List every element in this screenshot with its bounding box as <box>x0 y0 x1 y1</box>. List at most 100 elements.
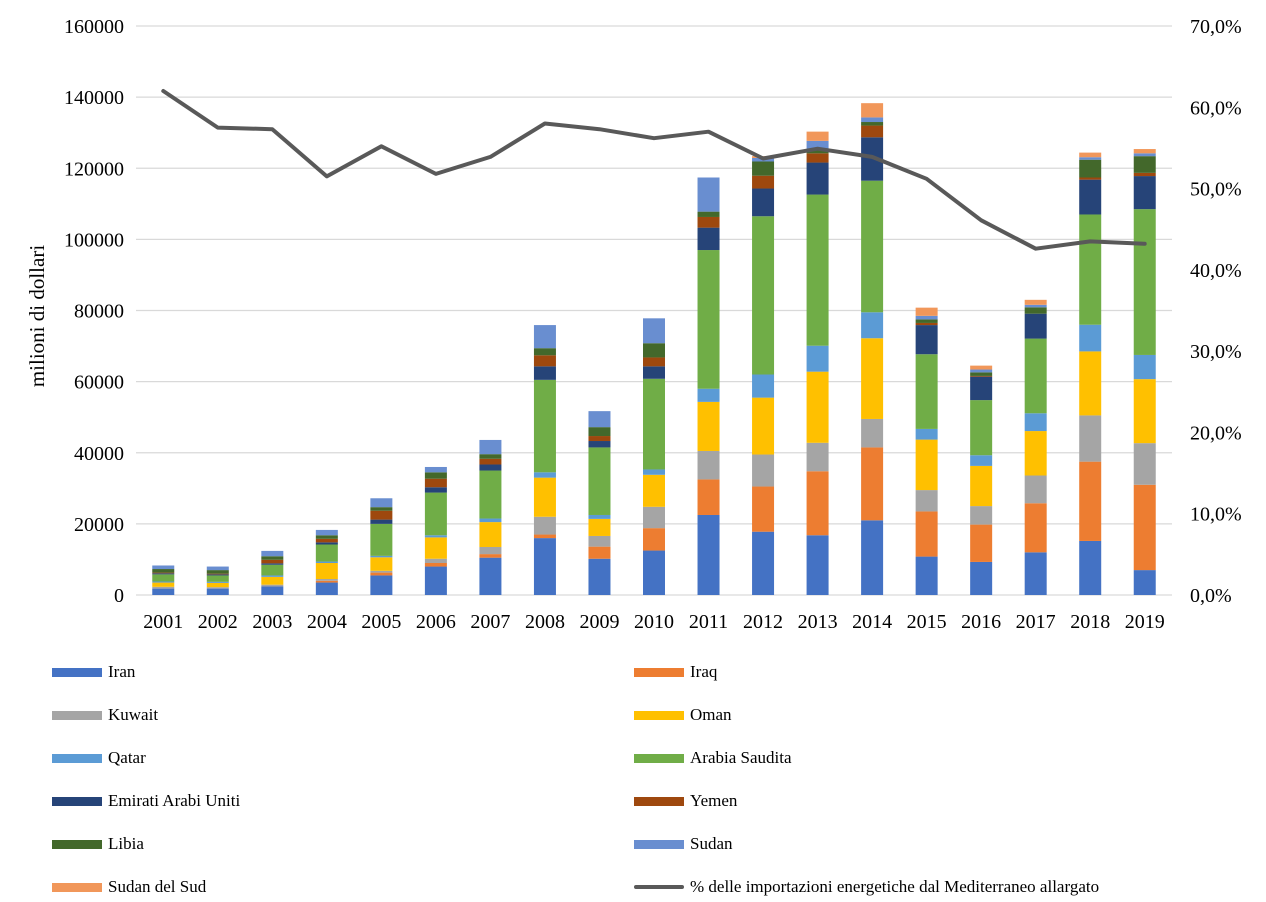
bars <box>152 103 1156 595</box>
bar-segment <box>643 343 665 358</box>
bar-segment <box>1079 351 1102 416</box>
bar-segment <box>861 125 884 138</box>
y-tick-label: 40000 <box>74 443 124 465</box>
bar-segment <box>152 572 175 574</box>
bar-segment <box>1133 570 1156 595</box>
y-tick-label: 160000 <box>64 16 124 38</box>
legend-item: Yemen <box>634 786 737 816</box>
bar-segment <box>752 161 775 176</box>
y2-tick-label: 60,0% <box>1190 97 1242 119</box>
bar-segment <box>752 175 775 189</box>
bar-segment <box>970 465 993 507</box>
bar-segment <box>1079 214 1102 325</box>
x-tick-label: 2007 <box>470 611 510 633</box>
bar-segment <box>1079 157 1102 160</box>
bar-segment <box>861 312 884 339</box>
bar-segment <box>861 338 884 419</box>
bar-segment <box>588 427 611 437</box>
legend-label: Qatar <box>108 748 146 767</box>
bar-segment <box>915 511 938 557</box>
bar-segment <box>752 397 775 455</box>
bar-segment <box>752 374 775 398</box>
bar-segment <box>588 558 611 595</box>
legend-label: Iraq <box>690 662 718 681</box>
bar-segment <box>752 531 775 595</box>
bar-segment <box>479 522 502 547</box>
bar-segment <box>643 378 665 470</box>
y2-tick-label: 70,0% <box>1190 16 1242 38</box>
bar-segment <box>424 466 447 473</box>
bar-segment <box>697 514 720 595</box>
x-tick-label: 2002 <box>198 611 238 633</box>
bar-segment <box>152 565 175 570</box>
x-tick-label: 2017 <box>1016 611 1056 633</box>
x-tick-label: 2012 <box>743 611 783 633</box>
bar-segment <box>806 535 829 595</box>
bar-segment <box>261 575 284 577</box>
bar-segment <box>370 557 393 571</box>
bar-segment <box>533 472 556 478</box>
bar-segment <box>206 570 229 574</box>
bar-segment <box>806 140 829 150</box>
bar-segment <box>479 554 502 558</box>
bar-segment <box>970 369 993 373</box>
bar-segment <box>1133 484 1156 571</box>
bar-segment <box>861 122 884 126</box>
bar-segment <box>861 418 884 448</box>
legend-item: Iran <box>52 657 135 687</box>
y2-tick-label: 10,0% <box>1190 504 1242 526</box>
y2-tick-label: 40,0% <box>1190 260 1242 282</box>
bar-segment <box>479 470 502 519</box>
bar-segment <box>643 528 665 551</box>
bar-segment <box>752 486 775 532</box>
legend-item: Libia <box>52 829 144 859</box>
bar-segment <box>533 534 556 539</box>
x-tick-label: 2018 <box>1070 611 1110 633</box>
bar-segment <box>1133 176 1156 210</box>
bar-segment <box>370 555 393 558</box>
bar-segment <box>206 587 229 589</box>
bar-segment <box>861 117 884 123</box>
bar-segment <box>533 538 556 595</box>
legend-swatch <box>634 839 684 849</box>
bar-segment <box>261 550 284 557</box>
bar-segment <box>370 510 393 520</box>
bar-segment <box>643 318 665 344</box>
x-tick-label: 2015 <box>907 611 947 633</box>
bar-segment <box>643 469 665 475</box>
y-axis-label: milioni di dollari <box>25 245 49 387</box>
bar-segment <box>424 566 447 595</box>
x-tick-label: 2008 <box>525 611 565 633</box>
legend-label: Sudan del Sud <box>108 877 207 896</box>
bar-segment <box>1079 179 1102 215</box>
bar-segment <box>315 538 338 543</box>
bar-segment <box>261 556 284 560</box>
chart: 0 20000 40000 60000 80000 100000 120000 140000 1… <box>25 16 1242 633</box>
bar-segment <box>915 490 938 512</box>
legend-swatch <box>634 710 684 720</box>
bar-segment <box>152 569 175 573</box>
bar-segment <box>697 211 720 217</box>
bar-segment <box>315 561 338 563</box>
bar-segment <box>697 216 720 228</box>
bar-segment <box>915 319 938 323</box>
bar-segment <box>1024 338 1047 414</box>
bar-segment <box>479 546 502 555</box>
bar-segment <box>915 322 938 326</box>
x-tick-label: 2004 <box>307 611 347 633</box>
bar-segment <box>970 365 993 370</box>
y2-tick-label: 50,0% <box>1190 179 1242 201</box>
bar-segment <box>1024 475 1047 504</box>
bar-segment <box>915 439 938 491</box>
bar-segment <box>970 561 993 595</box>
bar-segment <box>1079 324 1102 352</box>
y2-tick-label: 30,0% <box>1190 341 1242 363</box>
bar-segment <box>261 559 284 564</box>
x-tick-label: 2003 <box>252 611 292 633</box>
bar-segment <box>915 428 938 440</box>
bar-segment <box>424 537 447 559</box>
bar-segment <box>1079 415 1102 462</box>
bar-segment <box>533 366 556 380</box>
bar-segment <box>261 563 284 565</box>
bar-segment <box>915 354 938 429</box>
